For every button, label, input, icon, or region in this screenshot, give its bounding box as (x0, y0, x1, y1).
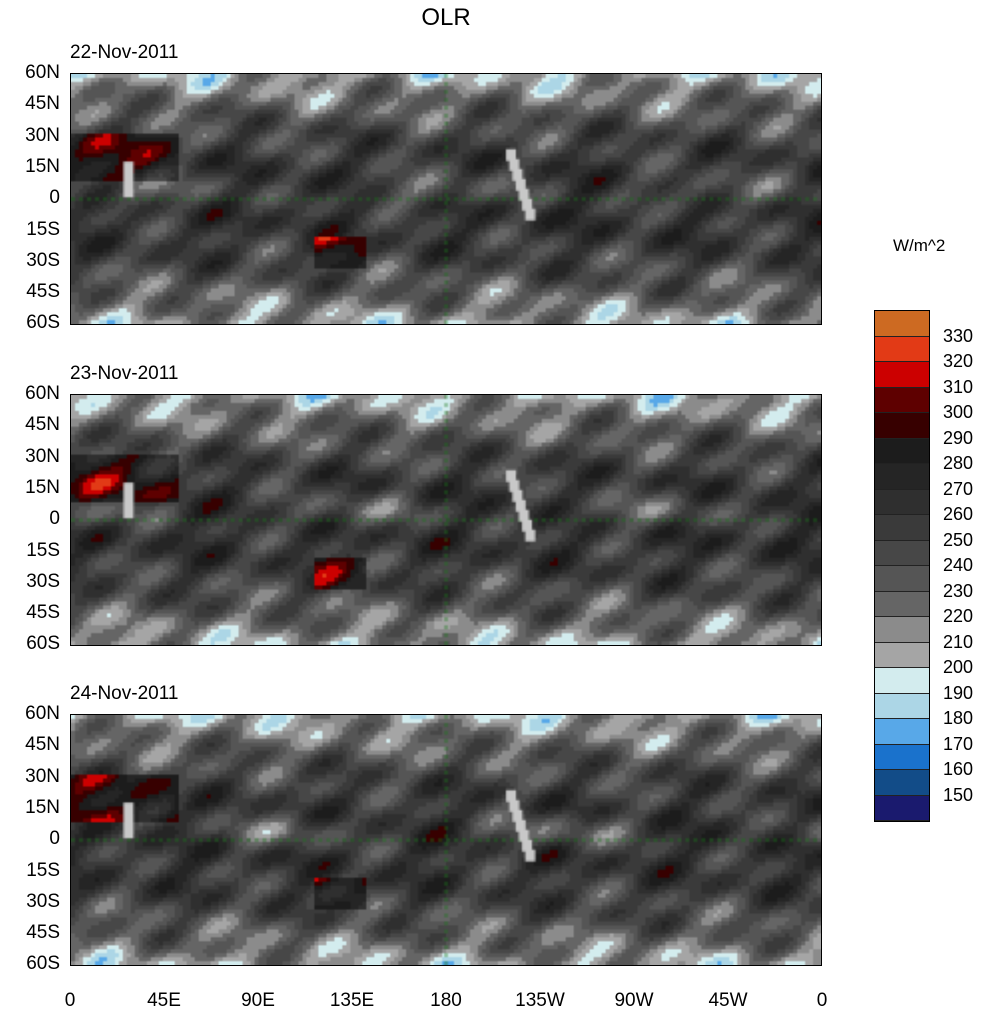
lat-tick-label: 45S (26, 602, 60, 624)
lat-tick-label: 30N (25, 765, 60, 787)
colorbar-box (875, 566, 929, 592)
lat-tick-label: 15N (25, 796, 60, 818)
lat-tick-label: 45S (26, 922, 60, 944)
colorbar-box (875, 591, 929, 617)
lon-tick-label: 90E (241, 990, 275, 1011)
lat-tick-label: 45N (25, 93, 60, 115)
colorbar-label: 310 (943, 376, 974, 397)
colorbar-box (875, 464, 929, 490)
lat-tick-label: 45N (25, 414, 60, 436)
lat-tick-label: 30N (25, 124, 60, 146)
colorbar-label: 170 (943, 733, 974, 754)
colorbar-label: 190 (943, 682, 974, 703)
colorbar-label: 270 (943, 478, 974, 499)
lon-tick-label: 180 (430, 990, 462, 1011)
colorbar-box (875, 744, 929, 770)
colorbar-label: 230 (943, 580, 974, 601)
colorbar-box (875, 668, 929, 694)
colorbar-label: 160 (943, 759, 974, 779)
colorbar-label: 200 (943, 657, 974, 677)
lat-tick-label: 0 (49, 187, 60, 209)
colorbar-label: 180 (943, 708, 974, 728)
colorbar-box (875, 311, 929, 337)
colorbar-label: 220 (943, 606, 974, 626)
colorbar-box (875, 515, 929, 541)
olr-field (71, 74, 821, 324)
lat-tick-label: 15S (26, 539, 60, 561)
lat-tick-label: 0 (49, 508, 60, 530)
lon-tick-label: 135W (515, 990, 565, 1011)
colorbar-label: 210 (943, 631, 974, 652)
lat-tick-label: 15N (25, 476, 60, 498)
colorbar-box (875, 770, 929, 796)
colorbar-box (875, 336, 929, 362)
lon-tick-label: 45E (147, 990, 181, 1011)
panel-date: 24-Nov-2011 (70, 683, 179, 704)
lat-tick-label: 15S (26, 859, 60, 881)
lon-tick-label: 0 (816, 990, 828, 1011)
colorbar-label: 290 (943, 427, 974, 448)
olr-map-panel (70, 73, 822, 325)
colorbar-box (875, 413, 929, 439)
panel-date: 22-Nov-2011 (70, 42, 179, 63)
colorbar-box (875, 489, 929, 515)
lat-tick-label: 0 (49, 828, 60, 850)
colorbar-box (875, 719, 929, 745)
lat-tick-label: 60N (25, 62, 60, 83)
olr-field (71, 395, 821, 645)
colorbar-box (875, 540, 929, 566)
lat-tick-label: 15N (25, 155, 60, 177)
olr-map-panel (70, 394, 822, 646)
lat-tick-label: 60S (26, 953, 60, 975)
lat-tick-label: 45N (25, 734, 60, 756)
panel-date: 23-Nov-2011 (70, 363, 179, 384)
lon-tick-label: 0 (64, 990, 76, 1011)
colorbar-units: W/m^2 (893, 236, 946, 255)
colorbar-box (875, 617, 929, 643)
lat-tick-label: 60N (25, 703, 60, 724)
lat-tick-label: 30S (26, 249, 60, 271)
colorbar-label: 280 (943, 453, 974, 473)
lon-tick-label: 45W (708, 990, 748, 1011)
colorbar-label: 240 (943, 555, 974, 575)
colorbar (874, 310, 930, 822)
colorbar-box (875, 362, 929, 388)
lat-tick-label: 30N (25, 445, 60, 467)
lon-tick-label: 135E (329, 990, 375, 1011)
lat-tick-label: 30S (26, 890, 60, 912)
colorbar-box (875, 795, 929, 821)
colorbar-box (875, 642, 929, 668)
colorbar-box (875, 693, 929, 719)
lat-tick-label: 30S (26, 570, 60, 592)
colorbar-label: 330 (943, 325, 974, 346)
olr-field (71, 715, 821, 965)
colorbar-label: 320 (943, 351, 974, 371)
figure-title: OLR (421, 4, 471, 31)
lat-tick-label: 45S (26, 281, 60, 303)
lat-tick-label: 15S (26, 218, 60, 240)
lon-tick-label: 90W (614, 990, 654, 1011)
colorbar-label: 260 (943, 504, 974, 524)
lat-tick-label: 60S (26, 312, 60, 334)
colorbar-box (875, 387, 929, 413)
lat-tick-label: 60S (26, 633, 60, 655)
colorbar-label: 250 (943, 529, 974, 550)
colorbar-label: 300 (943, 402, 974, 422)
colorbar-box (875, 438, 929, 464)
lat-tick-label: 60N (25, 383, 60, 404)
colorbar-label: 150 (943, 784, 974, 805)
olr-map-panel (70, 714, 822, 966)
